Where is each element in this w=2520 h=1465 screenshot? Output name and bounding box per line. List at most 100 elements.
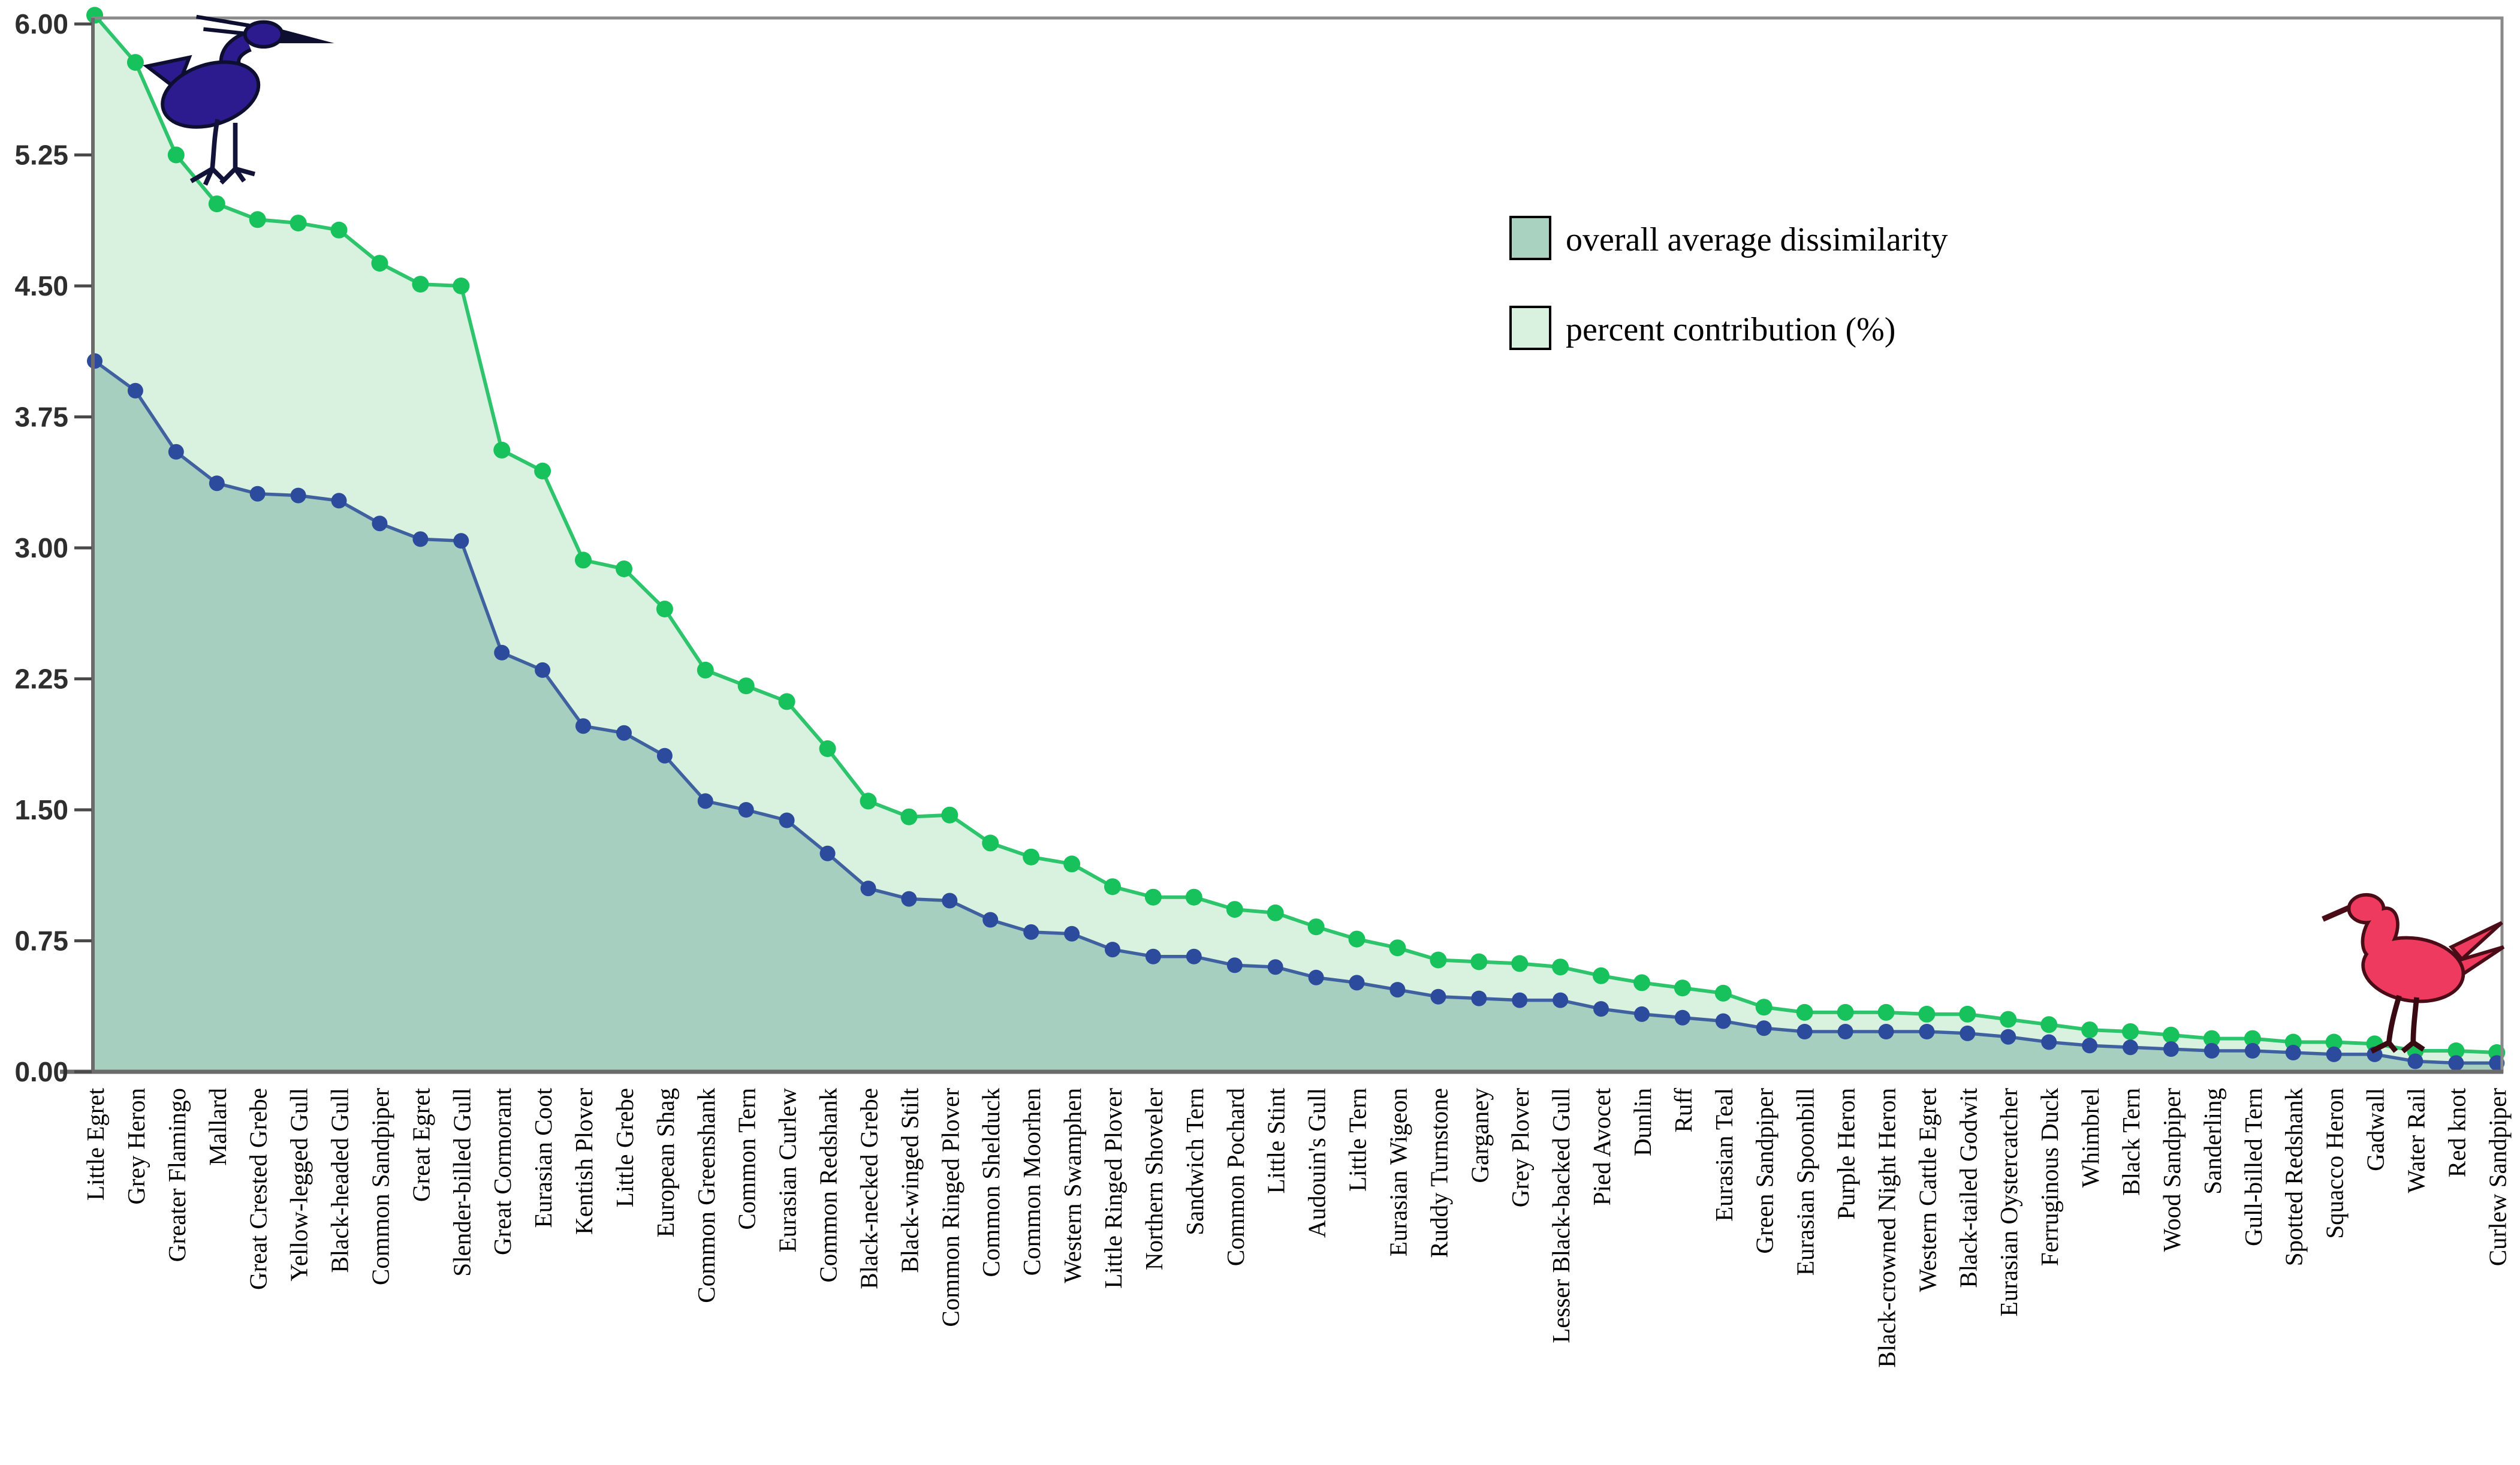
x-axis-label: Little Grebe — [611, 1088, 638, 1207]
marker-overall-average-dissimilarity — [412, 531, 429, 547]
x-axis-label: Eurasian Spoonbill — [1792, 1088, 1819, 1276]
marker-overall-average-dissimilarity — [1837, 1024, 1853, 1039]
marker-percent-contribution — [412, 276, 429, 293]
y-axis-tick-label: 6.00 — [14, 8, 68, 40]
y-axis-tick-label: 0.00 — [14, 1056, 68, 1087]
marker-overall-average-dissimilarity — [2448, 1055, 2464, 1071]
x-axis-label: Common Greenshank — [692, 1088, 720, 1303]
x-axis-label: Garganey — [1466, 1088, 1493, 1183]
y-axis-tick-label: 0.75 — [14, 926, 68, 957]
x-axis-label: Gull-billed Tern — [2239, 1088, 2267, 1246]
x-axis-label: Whimbrel — [2076, 1088, 2104, 1187]
x-axis-label: Little Tern — [1344, 1088, 1371, 1192]
marker-percent-contribution — [982, 834, 999, 852]
x-axis-label: Curlew Sandpiper — [2483, 1088, 2511, 1267]
x-axis-label: Yellow-legged Gull — [285, 1088, 313, 1282]
x-axis-label: Black-winged Stilt — [896, 1087, 923, 1273]
marker-percent-contribution — [249, 211, 266, 228]
marker-percent-contribution — [1267, 904, 1284, 921]
x-axis-label: Gadwall — [2362, 1088, 2389, 1171]
legend-swatch-overall-average-dissimilarity — [1509, 216, 1551, 260]
marker-percent-contribution — [1837, 1003, 1854, 1021]
marker-percent-contribution — [1959, 1005, 1976, 1023]
marker-overall-average-dissimilarity — [2407, 1053, 2423, 1069]
marker-overall-average-dissimilarity — [2244, 1043, 2260, 1059]
x-axis-label: Kentish Plover — [570, 1088, 598, 1235]
marker-overall-average-dissimilarity — [2326, 1046, 2342, 1062]
marker-overall-average-dissimilarity — [1064, 926, 1080, 942]
x-axis-label: Eurasian Oystercatcher — [1995, 1088, 2022, 1317]
marker-overall-average-dissimilarity — [2163, 1041, 2179, 1057]
marker-overall-average-dissimilarity — [819, 845, 836, 861]
sandpiper-icon — [2322, 893, 2505, 1054]
marker-overall-average-dissimilarity — [1796, 1024, 1813, 1039]
x-axis-label: Western Cattle Egret — [1913, 1087, 1941, 1292]
marker-overall-average-dissimilarity — [1919, 1024, 1935, 1039]
marker-percent-contribution — [2447, 1042, 2465, 1059]
marker-percent-contribution — [1185, 888, 1202, 906]
marker-percent-contribution — [1511, 955, 1529, 972]
x-axis-label: Common Sandpiper — [366, 1088, 394, 1285]
marker-overall-average-dissimilarity — [331, 493, 347, 509]
x-axis-label: Great Cormorant — [489, 1087, 516, 1255]
x-axis-label: Little Stint — [1262, 1087, 1290, 1193]
marker-percent-contribution — [1226, 901, 1243, 918]
y-axis-tick-label: 5.25 — [14, 140, 68, 171]
marker-overall-average-dissimilarity — [697, 793, 713, 809]
area-overall-average-dissimilarity — [95, 361, 2497, 1072]
x-axis-label: Water Rail — [2402, 1088, 2429, 1193]
x-axis-label: Ruff — [1669, 1088, 1697, 1133]
marker-percent-contribution — [819, 740, 836, 757]
x-axis-label: Wood Sandpiper — [2158, 1088, 2186, 1252]
marker-overall-average-dissimilarity — [1756, 1020, 1772, 1036]
marker-overall-average-dissimilarity — [616, 725, 632, 741]
marker-percent-contribution — [1714, 984, 1732, 1002]
x-axis-label: Sandwich Tern — [1181, 1088, 1208, 1235]
x-axis-label: Common Ringed Plover — [936, 1088, 964, 1327]
x-axis-label: Black-necked Grebe — [855, 1088, 882, 1289]
x-axis-label: Little Ringed Plover — [1099, 1088, 1127, 1289]
y-axis-tick-label: 3.75 — [14, 402, 68, 433]
x-axis-label: Ruddy Turnstone — [1425, 1088, 1452, 1258]
y-axis-tick-label: 3.00 — [14, 532, 68, 563]
marker-overall-average-dissimilarity — [168, 444, 184, 460]
heron-icon — [143, 14, 334, 186]
marker-percent-contribution — [778, 693, 795, 710]
marker-percent-contribution — [616, 560, 632, 577]
marker-percent-contribution — [900, 808, 918, 825]
marker-percent-contribution — [1552, 958, 1569, 976]
marker-overall-average-dissimilarity — [1715, 1013, 1731, 1029]
marker-overall-average-dissimilarity — [453, 533, 469, 549]
x-axis-label: Western Swamphen — [1059, 1088, 1086, 1283]
x-axis-label: Common Redshank — [815, 1088, 842, 1283]
y-axis-tick-label: 2.25 — [14, 664, 68, 695]
x-axis-label: Great Egret — [407, 1087, 435, 1202]
marker-overall-average-dissimilarity — [1471, 990, 1487, 1006]
marker-percent-contribution — [1104, 878, 1121, 896]
x-axis-label: Spotted Redshank — [2280, 1088, 2308, 1267]
x-axis-label: Black-headed Gull — [326, 1088, 354, 1273]
marker-percent-contribution — [2081, 1021, 2099, 1039]
marker-percent-contribution — [1144, 888, 1162, 906]
marker-percent-contribution — [493, 441, 511, 459]
x-axis-label: Purple Heron — [1832, 1088, 1860, 1220]
marker-overall-average-dissimilarity — [2082, 1038, 2098, 1054]
series-layer — [86, 7, 2506, 1072]
marker-percent-contribution — [2040, 1016, 2058, 1033]
marker-percent-contribution — [697, 661, 714, 679]
marker-overall-average-dissimilarity — [494, 644, 510, 661]
x-axis-label: Green Sandpiper — [1751, 1088, 1779, 1254]
marker-overall-average-dissimilarity — [2000, 1029, 2016, 1045]
marker-percent-contribution — [2000, 1011, 2017, 1028]
marker-overall-average-dissimilarity — [1878, 1024, 1894, 1039]
marker-overall-average-dissimilarity — [1226, 957, 1243, 973]
marker-percent-contribution — [1593, 967, 1609, 984]
marker-overall-average-dissimilarity — [1430, 988, 1446, 1005]
x-axis-label: Eurasian Curlew — [774, 1088, 801, 1253]
marker-percent-contribution — [1877, 1003, 1895, 1021]
x-axis-label: Grey Heron — [122, 1088, 150, 1205]
marker-percent-contribution — [371, 255, 388, 272]
marker-percent-contribution — [126, 54, 144, 71]
